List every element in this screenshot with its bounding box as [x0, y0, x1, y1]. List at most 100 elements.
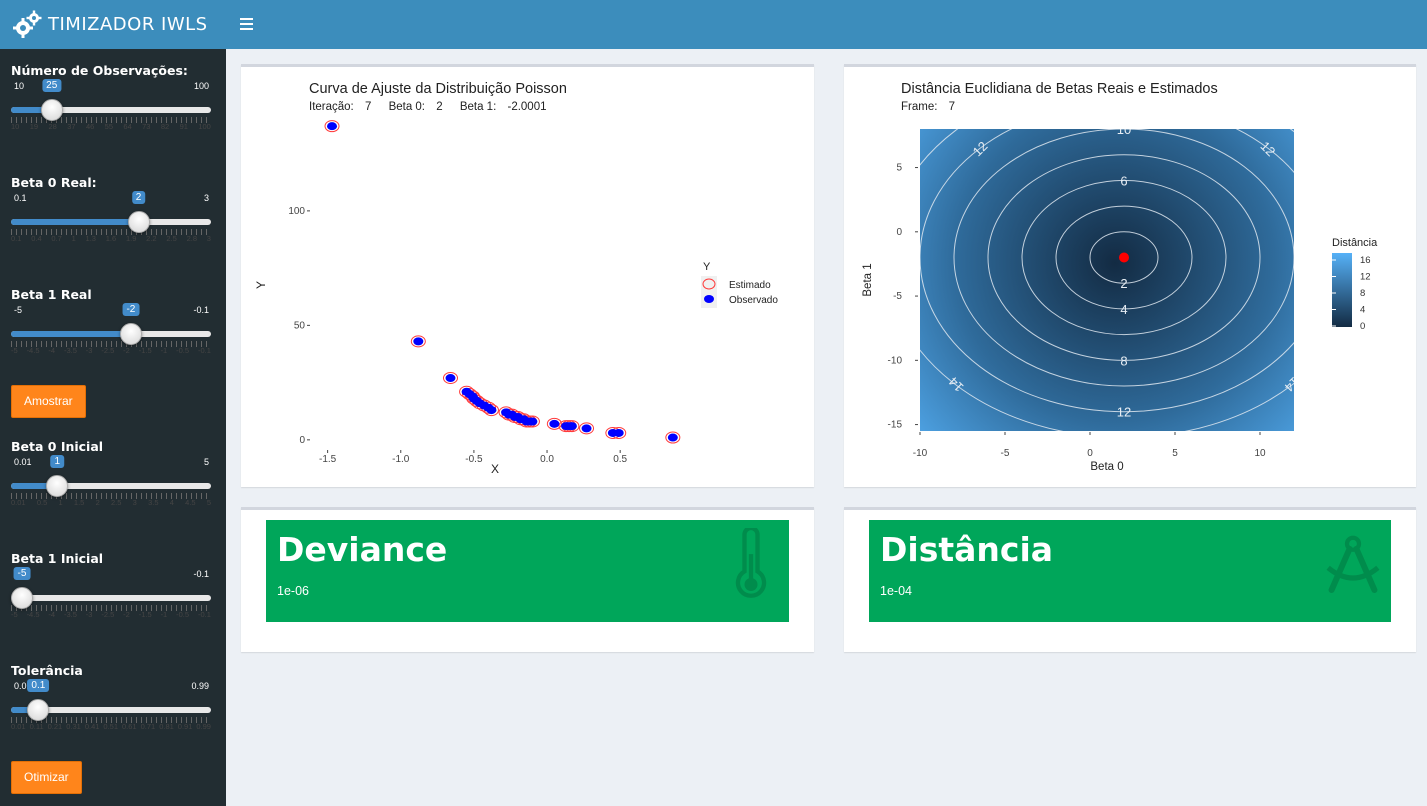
- slider-tick-label: 0.51: [103, 722, 119, 731]
- slider-tick-labels: -5 -4.5 -4 -3.5 -3 -2.5 -2 -1.5 -1 -0.5 -0.1: [11, 610, 211, 619]
- deviance-title: Deviance: [277, 530, 448, 569]
- slider-fill: [11, 331, 131, 337]
- slider-value: -5: [13, 567, 31, 580]
- distance-legend: Distância 16 12 8 4 0: [1332, 237, 1378, 332]
- contour-label: 2: [1120, 276, 1127, 291]
- x-tick-label: -1.5: [319, 454, 337, 465]
- slider-max: 100: [193, 81, 209, 91]
- slider-tick-label: 91: [179, 122, 188, 131]
- observed-point: [667, 433, 678, 442]
- slider-fill: [11, 483, 58, 489]
- slider-tick-label: 2: [95, 498, 100, 507]
- tolerance-control: Tolerância 0.01 0.99 0.1 0.01 0.11 0.21 0.3…: [11, 663, 211, 731]
- observed-point: [581, 424, 592, 433]
- distancia-value-box: Distância 1e-04: [869, 520, 1391, 622]
- distance-plot: Distância Euclidiana de Betas Reais e Es…: [862, 81, 1378, 473]
- slider-max: -0.1: [193, 569, 209, 579]
- slider-track[interactable]: [11, 707, 211, 713]
- sample-button[interactable]: Amostrar: [11, 385, 86, 418]
- contour-label: 4: [1120, 302, 1127, 317]
- beta1-real-label: Beta 1 Real: [11, 287, 92, 302]
- iteration-label: Iteração:: [309, 101, 354, 113]
- observed-point: [327, 122, 338, 131]
- distance-plot-title: Distância Euclidiana de Betas Reais e Es…: [901, 81, 1218, 97]
- n-obs-slider[interactable]: 10 100 25 10 19 28 37 46 55 64 73 82 91 100: [11, 79, 211, 131]
- slider-tick-label: 0.81: [159, 722, 174, 731]
- slider-ticks: [11, 229, 211, 235]
- slider-handle[interactable]: [46, 475, 69, 497]
- slider-tick-label: 0.11: [29, 722, 44, 731]
- slider-fill: [11, 219, 139, 225]
- poisson-plot-box: Curva de Ajuste da Distribuição Poisson …: [241, 64, 814, 487]
- slider-track[interactable]: [11, 331, 211, 337]
- poisson-plot: Curva de Ajuste da Distribuição Poisson …: [254, 81, 778, 476]
- beta0-value: 2: [436, 101, 442, 113]
- slider-track[interactable]: [11, 219, 211, 225]
- slider-tick-label: -2.5: [101, 346, 115, 355]
- thermometer-icon: [735, 528, 767, 598]
- slider-handle[interactable]: [119, 323, 142, 345]
- slider-tick-label: 19: [29, 122, 39, 131]
- slider-tick-label: 28: [48, 122, 57, 131]
- y-tick-label: 0: [896, 227, 902, 238]
- beta1-real-slider[interactable]: -5 -0.1 -2 -5 -4.5 -4 -3.5 -3 -2.5 -2 -1.5 -1 -0.…: [11, 303, 211, 355]
- beta0-init-control: Beta 0 Inicial 0.01 5 1 0.01 0.5 1 1.5 2 2.5 3…: [11, 439, 211, 507]
- slider-tick-label: 0.21: [47, 722, 63, 731]
- slider-tick-label: -1: [160, 346, 168, 355]
- x-tick-label: -1.0: [392, 454, 410, 465]
- beta1-init-slider[interactable]: -5 -0.1 -5 -5 -4.5 -4 -3.5 -3 -2.5 -2 -1.5 -1 -0.…: [11, 567, 211, 619]
- slider-tick-label: -2: [123, 346, 130, 355]
- tolerance-slider[interactable]: 0.01 0.99 0.1 0.01 0.11 0.21 0.31 0.41 0.51 0.…: [11, 679, 211, 731]
- distancia-value: 1e-04: [880, 584, 912, 598]
- y-tick-label: 100: [288, 206, 305, 217]
- observed-point: [527, 417, 538, 426]
- sidebar-toggle-icon[interactable]: [240, 12, 256, 34]
- legend-estimated-key: [702, 278, 716, 290]
- slider-tick-label: 73: [142, 122, 151, 131]
- slider-tick-label: -4: [48, 346, 56, 355]
- optimize-button[interactable]: Otimizar: [11, 761, 82, 794]
- slider-tick-labels: 10 19 28 37 46 55 64 73 82 91 100: [11, 122, 211, 131]
- poisson-plot-subtitle: Iteração: 7 Beta 0: 2 Beta 1: -2.0001: [309, 101, 547, 113]
- slider-min: 0.01: [14, 681, 32, 691]
- slider-tick-label: 2.5: [111, 498, 122, 507]
- slider-handle[interactable]: [127, 211, 150, 233]
- slider-fill: [11, 707, 39, 713]
- colorbar-tick-label: 0: [1360, 321, 1365, 332]
- gears-icon: [13, 10, 42, 38]
- beta0-init-slider[interactable]: 0.01 5 1 0.01 0.5 1 1.5 2 2.5 3 3.5 4 4.5 5: [11, 455, 211, 507]
- slider-tick-label: -3: [85, 610, 93, 619]
- poisson-legend: Y Estimado Observado: [701, 261, 778, 308]
- slider-tick-label: 0.91: [177, 722, 193, 731]
- slider-handle[interactable]: [27, 699, 50, 721]
- app-title: TIMIZADOR IWLS: [48, 14, 208, 35]
- contour-line: [1021, 179, 1227, 336]
- slider-value: -2: [122, 303, 140, 316]
- observed-point: [445, 374, 456, 383]
- tolerance-label: Tolerância: [11, 663, 83, 678]
- slider-track[interactable]: [11, 483, 211, 489]
- beta0-init-label: Beta 0 Inicial: [11, 439, 104, 454]
- slider-tick-label: -0.5: [176, 346, 190, 355]
- slider-tick-label: 100: [198, 122, 211, 131]
- beta0-real-slider[interactable]: 0.1 3 2 0.1 0.4 0.7 1 1.3 1.6 1.9 2.2 2.5 2.8 3: [11, 191, 211, 243]
- slider-handle[interactable]: [40, 99, 63, 121]
- x-tick-label: -0.5: [465, 454, 483, 465]
- slider-tick-label: 2.5: [166, 234, 177, 243]
- slider-tick-label: 0.4: [31, 234, 42, 243]
- slider-tick-label: -4.5: [26, 610, 40, 619]
- estimated-point: [665, 431, 681, 444]
- x-axis-label: Beta 0: [1090, 461, 1123, 473]
- slider-track[interactable]: [11, 595, 211, 601]
- x-tick-label: 0.0: [540, 454, 554, 465]
- legend-estimated-label: Estimado: [729, 280, 771, 291]
- frame-value: 7: [949, 101, 955, 113]
- beta1-init-label: Beta 1 Inicial: [11, 551, 104, 566]
- slider-tick-label: 37: [67, 122, 76, 131]
- slider-track[interactable]: [11, 107, 211, 113]
- slider-tick-label: 0.7: [51, 234, 62, 243]
- slider-handle[interactable]: [11, 587, 33, 609]
- deviance-box-container: Deviance 1e-06: [241, 507, 814, 652]
- beta1-init-control: Beta 1 Inicial -5 -0.1 -5 -5 -4.5 -4 -3.5 -3…: [11, 551, 211, 619]
- estimated-point: [324, 120, 340, 133]
